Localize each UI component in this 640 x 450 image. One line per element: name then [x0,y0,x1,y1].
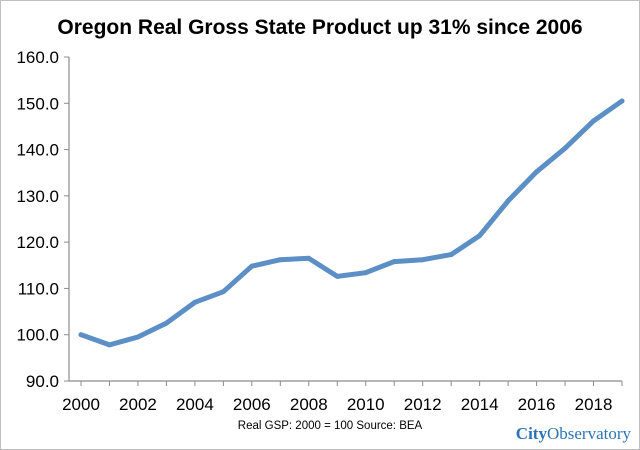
y-tick-label: 110.0 [18,279,59,298]
data-point [277,257,283,263]
data-point [391,259,397,265]
data-point [420,257,426,263]
data-point [562,145,568,151]
brand-logo: CityObservatory [516,424,632,443]
y-tick-label: 120.0 [16,233,59,252]
data-point [477,233,483,239]
y-tick-label: 160.0 [16,48,59,67]
x-tick-label: 2014 [461,395,499,414]
series-line [78,98,625,348]
x-tick-label: 2010 [347,395,385,414]
y-tick-label: 90.0 [26,372,59,391]
data-point [363,270,369,276]
x-tick-label: 2000 [62,395,100,414]
data-point [220,289,226,295]
x-tick-label: 2004 [176,395,214,414]
x-tick-label: 2002 [119,395,157,414]
data-point [534,169,540,175]
data-point [619,98,625,104]
data-point [334,273,340,279]
x-tick-label: 2012 [404,395,442,414]
data-point [78,332,84,338]
y-tick-label: 150.0 [16,94,59,113]
x-tick-label: 2006 [233,395,271,414]
data-point [192,299,198,305]
brand-logo-city: City [516,424,548,443]
x-tick-label: 2016 [518,395,556,414]
brand-logo-observatory: Observatory [547,424,632,443]
x-axis: 2000 2002 2004 2006 2008 2010 2012 2014 2016 2018 [62,380,623,414]
data-point [505,198,511,204]
data-point [163,320,169,326]
data-point [106,342,112,348]
y-axis: 90.0 100.0 110.0 120.0 130.0 140.0 150.0 160.0 [16,48,70,391]
data-point [306,255,312,261]
data-point [249,263,255,269]
x-tick-label: 2008 [290,395,328,414]
series-layer [78,98,625,348]
source-note: Real GSP: 2000 = 100 Source: BEA [238,420,423,432]
y-tick-label: 100.0 [16,326,59,345]
chart-title: Oregon Real Gross State Product up 31% s… [57,16,582,39]
data-point [135,334,141,340]
y-tick-label: 140.0 [16,141,59,160]
y-tick-label: 130.0 [16,187,59,206]
data-point [591,118,597,124]
x-tick-label: 2018 [575,395,613,414]
data-point [448,252,454,258]
